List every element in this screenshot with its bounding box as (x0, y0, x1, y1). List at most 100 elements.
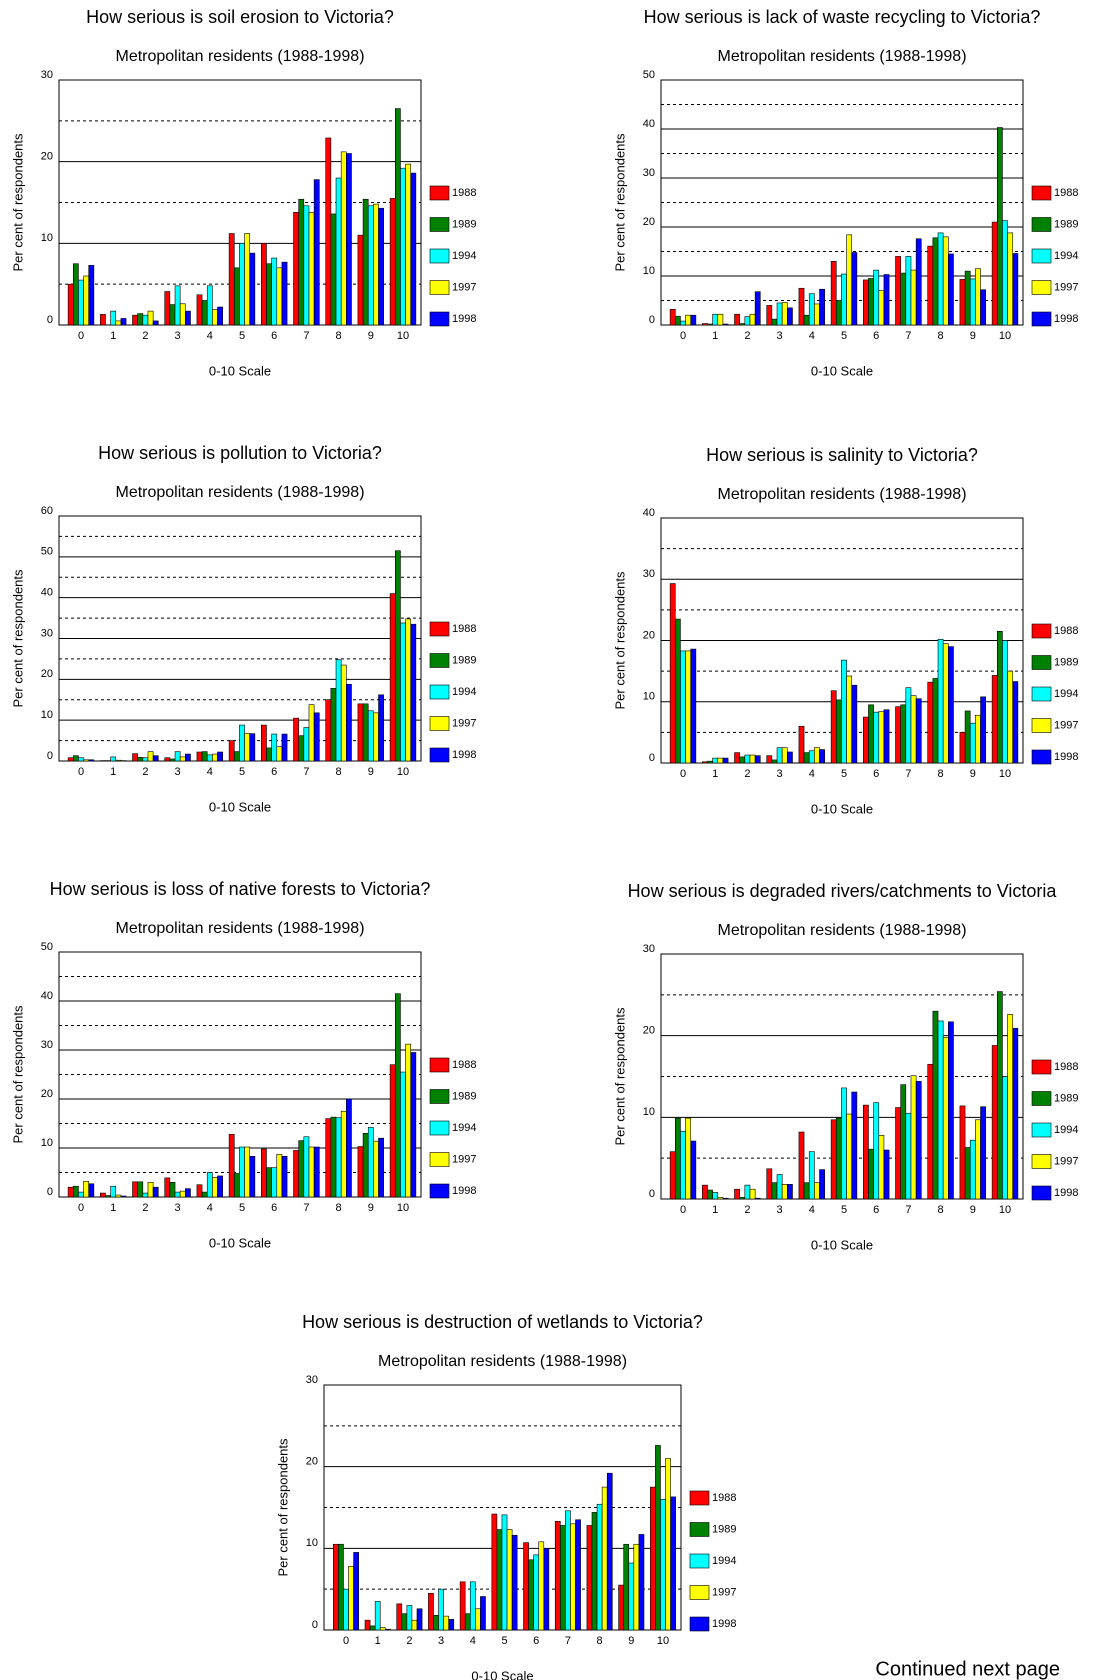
x-tick-label: 8 (938, 768, 944, 780)
y-tick-label: 0 (649, 314, 655, 326)
bar (201, 300, 208, 326)
bar (873, 1102, 880, 1200)
bar (367, 710, 374, 762)
bar (405, 1043, 412, 1198)
bar (932, 1010, 939, 1200)
bar (927, 681, 934, 764)
bar (873, 711, 880, 764)
bar (174, 751, 181, 762)
bar (905, 1112, 912, 1200)
bar (538, 1541, 545, 1631)
bar (702, 761, 708, 764)
bar (895, 256, 901, 326)
bar (975, 268, 981, 326)
bar (410, 623, 417, 762)
chart-subtitle: Metropolitan residents (1988-1998) (717, 48, 966, 65)
x-tick-label: 0 (343, 1635, 349, 1647)
x-tick-label: 7 (303, 766, 309, 778)
bar (1002, 640, 1008, 764)
bar (233, 751, 240, 762)
legend-label: 1997 (452, 281, 476, 293)
bar (1002, 1076, 1008, 1200)
bar (152, 1186, 159, 1198)
x-tick-label: 3 (438, 1635, 444, 1647)
legend-swatch (689, 1585, 710, 1600)
bar (308, 1146, 315, 1198)
chart-title: How serious is loss of native forests to… (50, 879, 431, 899)
bar (830, 690, 837, 764)
x-tick-label: 6 (873, 1204, 879, 1216)
bar (293, 212, 299, 326)
bar (991, 1045, 998, 1200)
bar (655, 1445, 661, 1631)
bar (846, 1113, 853, 1200)
bar (281, 261, 288, 326)
bar (841, 273, 847, 326)
bar (206, 754, 213, 762)
y-tick-label: 30 (41, 69, 53, 81)
x-tick-label: 5 (239, 766, 245, 778)
bar (868, 1148, 874, 1200)
bar (680, 650, 686, 764)
legend-label: 1989 (712, 1523, 736, 1535)
bar (969, 1139, 976, 1200)
x-tick-label: 5 (239, 1202, 245, 1214)
legend-swatch (429, 1120, 450, 1136)
bar (313, 712, 320, 762)
x-axis-label: 0-10 Scale (209, 799, 271, 814)
legend-swatch (429, 1152, 450, 1167)
bar (660, 1499, 666, 1631)
bar (501, 1514, 508, 1631)
y-tick-label: 10 (41, 1137, 53, 1149)
x-tick-label: 0 (78, 766, 84, 778)
x-tick-label: 6 (271, 1202, 277, 1214)
bar (233, 267, 240, 326)
bar (394, 108, 401, 326)
y-tick-label: 20 (643, 629, 655, 641)
bar (88, 1183, 95, 1198)
bar (396, 1603, 403, 1631)
y-tick-label: 30 (306, 1374, 318, 1386)
bar (803, 314, 810, 326)
bar (900, 272, 907, 326)
bar (863, 279, 869, 326)
bar (980, 696, 986, 764)
x-tick-label: 7 (565, 1635, 571, 1647)
bar (895, 706, 901, 764)
bar (670, 1496, 676, 1631)
bar (249, 733, 256, 762)
bar (528, 1559, 534, 1631)
legend-label: 1988 (452, 187, 476, 199)
x-tick-label: 8 (938, 330, 944, 342)
bar (991, 221, 998, 326)
bar (717, 313, 724, 326)
x-tick-label: 5 (841, 768, 847, 780)
bar (217, 751, 223, 762)
bar (554, 1521, 561, 1631)
bar (378, 1137, 384, 1198)
bar (895, 1107, 901, 1200)
x-tick-label: 9 (970, 1204, 976, 1216)
y-tick-label: 0 (649, 752, 655, 764)
legend-label: 1998 (1054, 1187, 1078, 1199)
bar (298, 1140, 305, 1198)
y-tick-label: 30 (643, 167, 655, 179)
bar (152, 755, 159, 762)
x-tick-label: 10 (397, 1202, 409, 1214)
bar (846, 234, 853, 326)
x-tick-label: 1 (110, 1202, 116, 1214)
legend-label: 1988 (1054, 625, 1078, 637)
bar (591, 1512, 598, 1631)
y-tick-label: 60 (41, 505, 53, 517)
y-tick-label: 10 (643, 1106, 655, 1118)
bar (744, 754, 751, 764)
bar (78, 1191, 84, 1198)
bar (346, 153, 352, 326)
bar (340, 664, 347, 762)
bar (669, 309, 676, 326)
bar (367, 1127, 374, 1198)
bar (206, 285, 213, 326)
bar (835, 300, 842, 326)
bar (744, 316, 751, 326)
x-tick-label: 1 (712, 1204, 718, 1216)
